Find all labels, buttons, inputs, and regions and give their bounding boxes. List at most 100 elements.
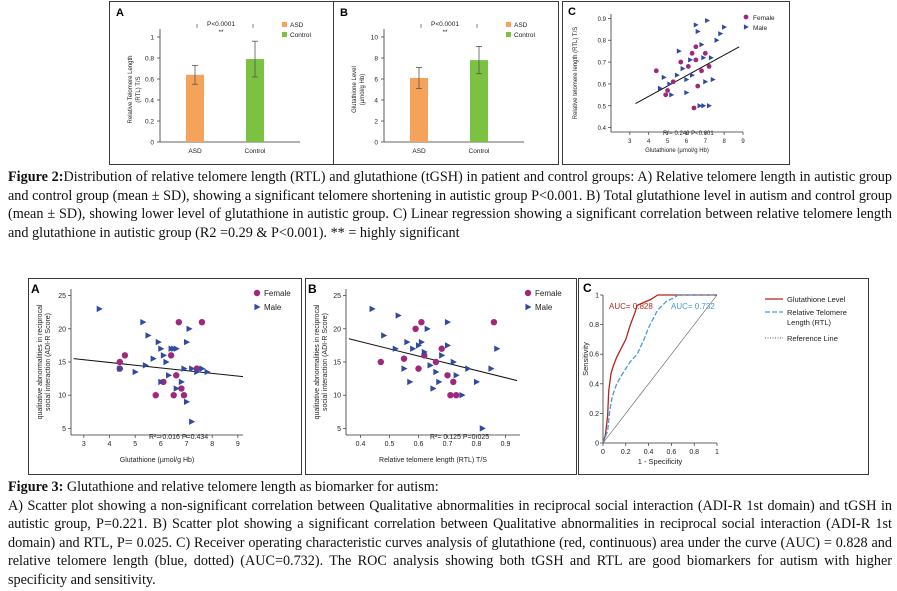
male-point: [674, 72, 680, 78]
male-point: [407, 378, 414, 386]
female-point: [524, 289, 532, 297]
male-point: [204, 368, 211, 376]
female-point: [412, 325, 419, 333]
x-tick-label: 4: [108, 441, 112, 448]
male-point: [657, 85, 663, 91]
roc-reference-line: [602, 294, 718, 444]
female-point: [691, 105, 697, 111]
male-point: [410, 345, 417, 352]
y-tick-label: 0.6: [145, 77, 154, 84]
male-point: [684, 90, 690, 96]
male-point: [96, 305, 103, 313]
male-point: [254, 303, 261, 311]
female-point: [695, 83, 701, 89]
male-point: [703, 79, 709, 85]
y-tick-label: 5: [337, 426, 341, 433]
figure3-caption-label: Figure 3:: [8, 479, 64, 495]
x-tick-label: 9: [236, 441, 240, 448]
female-point: [699, 68, 704, 74]
male-point: [186, 325, 193, 333]
female-point: [438, 345, 445, 352]
male-point: [444, 318, 452, 326]
legend-label-reference: Reference Line: [787, 334, 838, 343]
legend-label-male: Male: [264, 303, 282, 312]
male-point: [669, 92, 675, 98]
male-point: [158, 378, 165, 386]
figure3-caption-text: A) Scatter plot showing a non-significan…: [8, 497, 892, 588]
female-point: [198, 318, 206, 326]
male-point: [199, 365, 206, 372]
male-point: [680, 66, 686, 72]
bar-asd: [410, 77, 428, 142]
female-point: [173, 372, 180, 379]
x-axis-label: Glutathione (µmol/g Hb): [120, 457, 194, 464]
y-axis-label-line2: (µmol/g Hb): [360, 74, 366, 105]
x-tick-label: 0.8: [689, 449, 699, 456]
y-tick-label: 1: [150, 35, 154, 42]
x-tick-label: 3: [628, 139, 632, 145]
male-point: [684, 76, 690, 83]
x-tick-label: 3: [82, 441, 86, 448]
female-point: [152, 391, 159, 399]
fig2-panel-c: C 3 4 5 6 7 8 9 0.4 0.5 0.6 0.7 0.8 0.9 R²= 0.249 P<0.…: [562, 1, 790, 165]
x-tick-label: 6: [685, 139, 689, 145]
male-point: [404, 338, 411, 346]
male-point: [401, 365, 408, 372]
legend-label-rtl-line2: Length (RTL): [787, 318, 832, 327]
male-point: [465, 365, 472, 372]
y-axis-label-line1: qualitative abnormalities in reciprocal: [37, 304, 44, 419]
male-point: [695, 28, 701, 35]
significance-bracket: [196, 24, 254, 28]
female-point: [665, 88, 670, 93]
fig3-panel-a: A 3 4 5 6 7 8 9 5 10 15 20 25 R²= 0.016 P=0.434 Female…: [28, 278, 302, 475]
y-axis-label-line2: (RTL) T/S: [136, 76, 142, 102]
y-tick-label: 0.4: [589, 381, 599, 388]
male-point: [163, 358, 170, 366]
female-point: [670, 79, 676, 85]
female-point: [170, 391, 177, 399]
y-tick-label: 20: [333, 326, 341, 333]
male-point: [165, 372, 173, 379]
regression-line: [635, 46, 740, 105]
significance-bracket: [420, 24, 478, 28]
x-tick-label: 5: [133, 441, 137, 448]
male-point: [444, 342, 452, 349]
male-point: [706, 103, 712, 109]
legend-label-male: Male: [753, 25, 767, 32]
female-point: [121, 352, 129, 359]
male-point: [132, 368, 139, 376]
male-point: [494, 345, 501, 352]
legend-label-female: Female: [535, 289, 562, 298]
female-point: [116, 358, 123, 366]
male-point: [183, 338, 191, 346]
male-point: [158, 345, 165, 352]
y-tick-label: 10: [333, 393, 341, 400]
fig2c-chart: C 3 4 5 6 7 8 9 0.4 0.5 0.6 0.7 0.8 0.9 R²= 0.249 P<0.…: [568, 6, 775, 154]
female-point: [444, 372, 451, 379]
legend-label-female: Female: [264, 289, 291, 298]
legend-swatch-asd: [506, 22, 511, 27]
female-point: [702, 50, 708, 56]
regression-stats: R²= 0.125 P=0.025: [430, 434, 489, 441]
bar-control: [246, 59, 264, 142]
panel-letter: B: [308, 282, 317, 296]
male-point: [415, 342, 423, 349]
male-point: [189, 365, 196, 372]
y-tick-label: 0.2: [145, 119, 154, 126]
female-point: [432, 358, 440, 366]
male-point: [173, 385, 180, 392]
male-point: [160, 352, 167, 359]
roc-curve-rtl: [602, 294, 717, 444]
y-tick-label: 0: [150, 140, 154, 147]
x-tick-label: 7: [704, 139, 708, 145]
y-tick-label: 5: [62, 426, 66, 433]
male-point: [479, 425, 486, 432]
female-point: [490, 318, 498, 326]
significance-stars: **: [442, 29, 448, 36]
fig2a-chart: A 0 0.2 0.4 0.6 0.8 1 ASD Control P<0.0001** ASD Co…: [116, 7, 312, 155]
male-point: [667, 81, 673, 87]
significance-stars: **: [218, 29, 224, 36]
x-tick-label: 4: [647, 139, 651, 145]
y-tick-label: 0.7: [598, 61, 607, 67]
male-point: [189, 418, 196, 425]
